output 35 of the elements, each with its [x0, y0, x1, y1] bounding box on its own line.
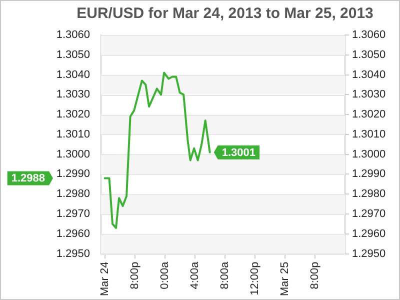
- x-tick-label: 4:00a: [188, 260, 201, 290]
- y2-tick-label: 1.3010: [56, 128, 90, 140]
- y-tick-label: 1.2990: [352, 168, 386, 180]
- y2-tick-label: 1.3040: [56, 68, 90, 81]
- x-tick-label: Mar 24: [98, 262, 111, 296]
- y2-tick-label: 1.2980: [56, 188, 90, 200]
- y-tick-label: 1.3040: [352, 68, 386, 81]
- y-tick-label: 1.3050: [352, 48, 386, 61]
- chart-title: EUR/USD for Mar 24, 2013 to Mar 25, 2013: [76, 5, 374, 22]
- y2-tick-label: 1.3030: [56, 88, 90, 101]
- x-tick-label: 12:00p: [248, 262, 261, 296]
- x-tick-label: 8:00p: [309, 262, 321, 290]
- x-tick-label: 8:00a: [218, 260, 231, 290]
- y2-tick-label: 1.3050: [56, 48, 90, 61]
- y2-tick-label: 1.2950: [56, 248, 90, 260]
- y2-tick-label: 1.3000: [56, 148, 90, 160]
- y2-tick-label: 1.2960: [56, 228, 90, 240]
- y-tick-label: 1.2980: [352, 188, 386, 200]
- y2-tick-label: 1.2970: [56, 208, 90, 220]
- y-tick-label: 1.3060: [352, 29, 386, 42]
- y2-tick-label: 1.2990: [56, 168, 90, 180]
- y-tick-label: 1.3020: [352, 108, 386, 121]
- y2-tick-label: 1.3060: [56, 29, 90, 42]
- y-tick-label: 1.3030: [352, 88, 386, 101]
- y2-tick-label: 1.3020: [56, 108, 90, 121]
- x-tick-label: 0:00a: [158, 260, 171, 290]
- y-tick-label: 1.2950: [352, 248, 386, 260]
- y-tick-label: 1.3000: [352, 148, 386, 160]
- y-tick-label: 1.2970: [352, 208, 386, 220]
- annotation: 1.3001: [222, 146, 256, 159]
- y-tick-label: 1.2960: [352, 228, 386, 240]
- y-tick-label: 1.3010: [352, 128, 386, 140]
- x-tick-label: Mar 25: [278, 262, 291, 296]
- x-tick-label: 8:00p: [128, 262, 141, 290]
- text: 1.2988: [11, 172, 46, 185]
